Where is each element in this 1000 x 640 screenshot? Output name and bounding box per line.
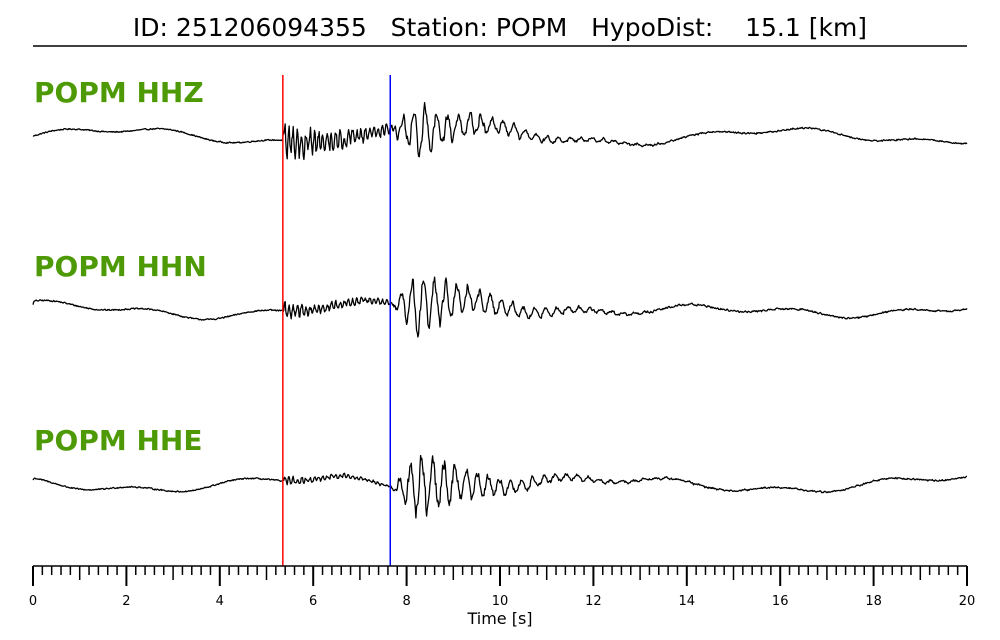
x-tick-label: 10 [492,594,509,609]
x-tick-label: 4 [216,594,224,609]
x-axis-label: Time [s] [466,609,532,628]
x-tick-label: 2 [122,594,130,609]
channel-label: POPM HHZ [34,76,204,109]
channel-label: POPM HHE [34,424,202,457]
x-tick-label: 6 [309,594,317,609]
x-tick-label: 16 [772,594,789,609]
x-tick-label: 20 [959,594,976,609]
x-tick-label: 8 [402,594,410,609]
trace-popm-hhz [32,102,968,161]
trace-popm-hhe [32,454,968,519]
x-tick-label: 12 [585,594,602,609]
trace-popm-hhn [32,276,968,338]
x-axis: 0 2 4 6 8 10 12 14 16 18 20 [29,565,975,609]
x-tick-label: 18 [865,594,882,609]
channel-label: POPM HHN [34,250,207,283]
x-axis-ticks: 0 2 4 6 8 10 12 14 16 18 20 [29,566,975,609]
pick-lines [282,75,392,566]
trace-group [32,102,968,519]
x-tick-label: 14 [679,594,696,609]
chart-title: ID: 251206094355 Station: POPM HypoDist:… [133,13,867,42]
channel-labels: POPM HHZ POPM HHN POPM HHE [34,76,207,457]
x-tick-label: 0 [29,594,37,609]
